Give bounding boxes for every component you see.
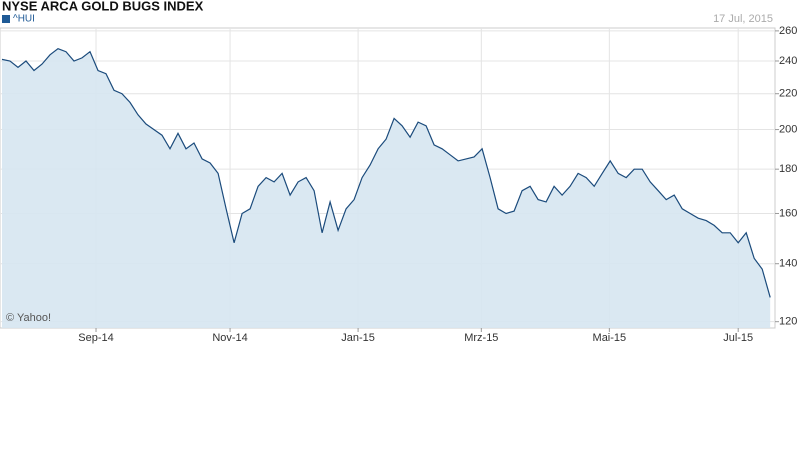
- line: [1, 48, 771, 298]
- date-label: 17 Jul, 2015: [713, 13, 773, 25]
- y-tick-label: 200: [779, 123, 797, 135]
- x-tick-label: Jul-15: [723, 332, 753, 344]
- y-tick-label: 180: [779, 163, 797, 175]
- y-tick-label: 260: [779, 25, 797, 37]
- y-tick-label: 140: [779, 258, 797, 270]
- chart-title: NYSE ARCA GOLD BUGS INDEX: [2, 0, 204, 13]
- y-tick-label: 160: [779, 207, 797, 219]
- x-tick-label: Jan-15: [341, 332, 375, 344]
- watermark: © Yahoo!: [6, 312, 51, 324]
- legend-label: ^HUI: [13, 14, 35, 25]
- legend-swatch: [2, 15, 10, 23]
- x-tick-label: Mai-15: [593, 332, 627, 344]
- x-tick-label: Nov-14: [212, 332, 247, 344]
- area: [2, 48, 771, 328]
- y-tick-label: 240: [779, 55, 797, 67]
- x-tick-label: Mrz-15: [464, 332, 498, 344]
- y-tick-label: 220: [779, 88, 797, 100]
- y-tick-label: 120: [779, 316, 797, 328]
- x-tick-label: Sep-14: [78, 332, 113, 344]
